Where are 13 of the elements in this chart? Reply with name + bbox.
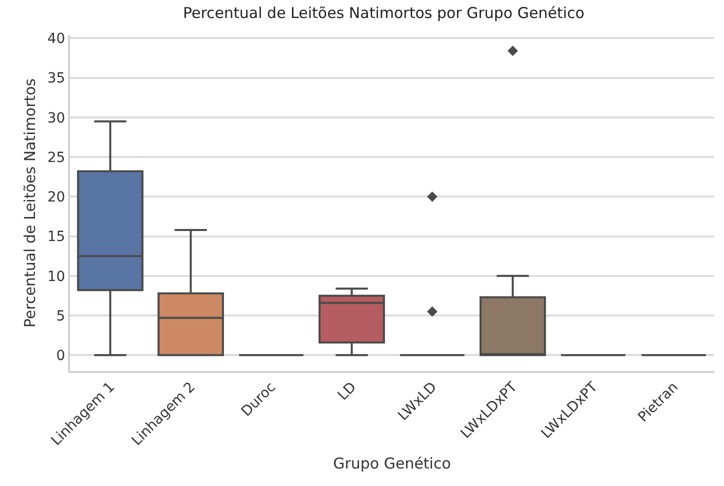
chart-title: Percentual de Leitões Natimortos por Grupo Genético — [182, 4, 584, 22]
y-tick-label: 25 — [47, 150, 66, 166]
y-tick-label: 15 — [47, 229, 66, 246]
x-tick-label: LD — [335, 379, 360, 404]
y-tick-label: 5 — [56, 308, 66, 324]
y-tick-label: 10 — [47, 268, 66, 285]
y-tick-label: 20 — [47, 190, 66, 206]
y-tick-label: 0 — [56, 348, 66, 364]
x-axis-title: Grupo Genético — [333, 454, 451, 472]
y-axis-title: Percentual de Leitões Natimortos — [21, 78, 40, 328]
y-tick-label: 30 — [47, 110, 66, 126]
y-tick-label: 40 — [47, 31, 66, 48]
y-tick-label: 35 — [47, 70, 66, 87]
